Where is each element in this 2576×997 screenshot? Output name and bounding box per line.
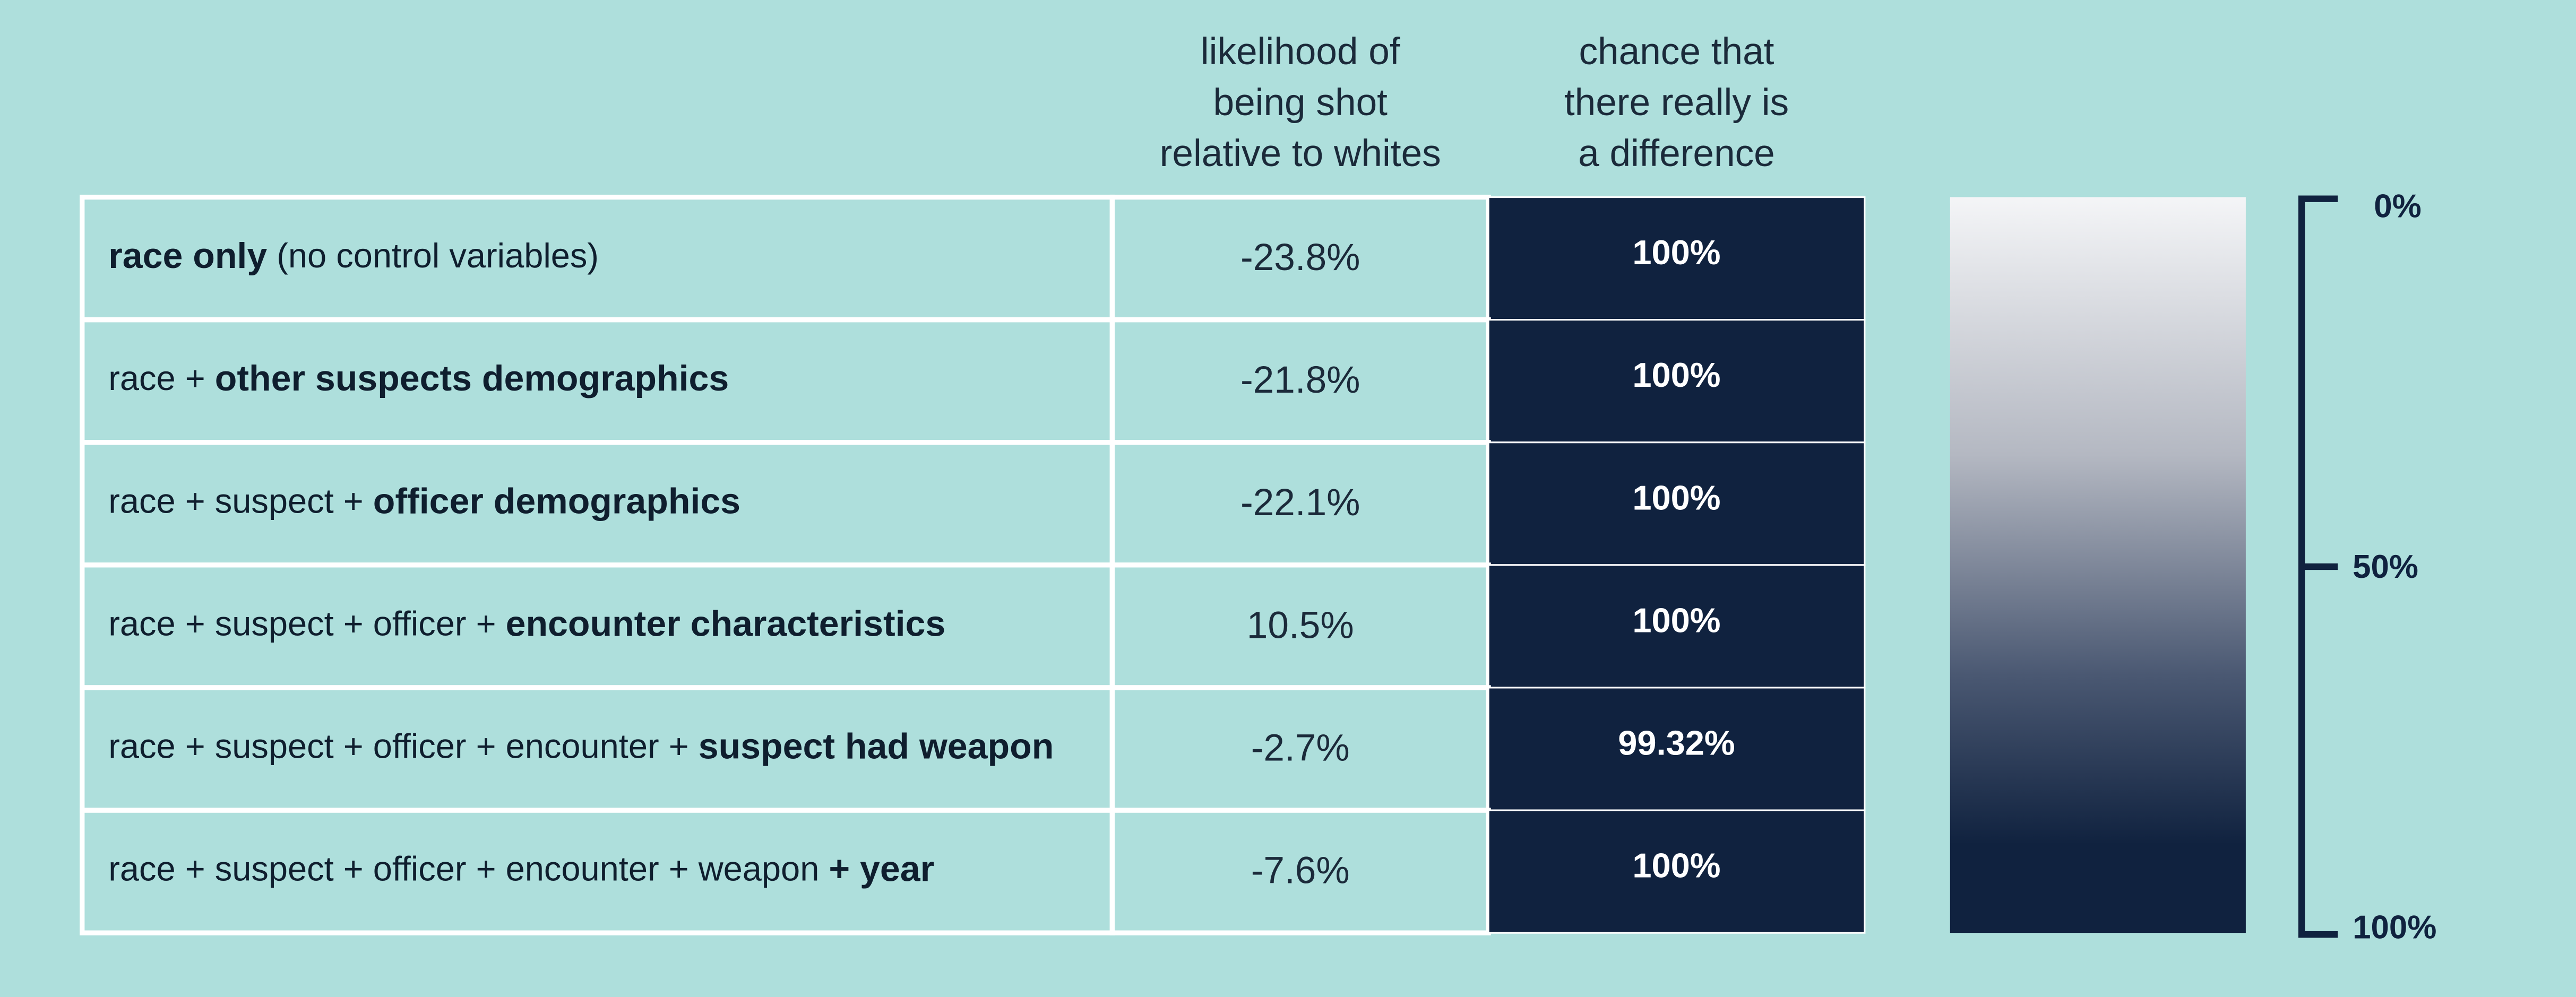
likelihood: -22.1% bbox=[1240, 482, 1360, 524]
column-header: there really is bbox=[1564, 82, 1789, 124]
column-header: being shot bbox=[1213, 82, 1388, 124]
row-label: race + suspect + officer + encounter + s… bbox=[108, 726, 1054, 766]
likelihood: -21.8% bbox=[1240, 359, 1360, 401]
chance: 99.32% bbox=[1618, 723, 1735, 762]
column-header: chance that bbox=[1579, 31, 1774, 73]
label-part: race + bbox=[108, 359, 214, 397]
chance: 100% bbox=[1632, 846, 1720, 885]
label-part: race + suspect + officer + bbox=[108, 604, 505, 643]
legend-tick-label: 0% bbox=[2374, 188, 2421, 225]
label-part: race only bbox=[108, 236, 267, 276]
legend-gradient bbox=[1950, 197, 2246, 933]
row-label: race only (no control variables) bbox=[108, 236, 599, 276]
label-part: race + suspect + bbox=[108, 481, 373, 520]
likelihood: -23.8% bbox=[1240, 237, 1360, 279]
likelihood: -2.7% bbox=[1251, 727, 1350, 769]
label-part: (no control variables) bbox=[267, 236, 599, 275]
column-header: relative to whites bbox=[1160, 133, 1441, 175]
label-part: race + suspect + officer + encounter + bbox=[108, 727, 698, 766]
label-part: race + suspect + officer + encounter + w… bbox=[108, 849, 829, 888]
label-part: other suspects demographics bbox=[215, 358, 729, 398]
row-label: race + suspect + officer + encounter + w… bbox=[108, 849, 934, 889]
chance: 100% bbox=[1632, 478, 1720, 517]
column-header: a difference bbox=[1578, 133, 1775, 175]
chance-cell bbox=[1487, 564, 1866, 689]
legend-tick-label: 100% bbox=[2353, 909, 2436, 946]
label-part: officer demographics bbox=[373, 481, 740, 521]
likelihood: -7.6% bbox=[1251, 849, 1350, 891]
chance-cell bbox=[1487, 809, 1866, 934]
likelihood: 10.5% bbox=[1247, 604, 1354, 646]
column-header: likelihood of bbox=[1201, 31, 1400, 73]
chance-cell bbox=[1487, 441, 1866, 566]
chance-cell bbox=[1487, 196, 1866, 321]
chance: 100% bbox=[1632, 601, 1720, 639]
label-part: suspect had weapon bbox=[699, 726, 1054, 766]
label-part: + year bbox=[829, 849, 934, 889]
chance: 100% bbox=[1632, 233, 1720, 272]
label-part: encounter characteristics bbox=[506, 603, 946, 644]
row-label: race + suspect + officer + encounter cha… bbox=[108, 603, 945, 644]
legend-tick-label: 50% bbox=[2353, 549, 2418, 585]
chance: 100% bbox=[1632, 356, 1720, 394]
row-label: race + suspect + officer demographics bbox=[108, 481, 740, 521]
chance-cell bbox=[1487, 687, 1866, 811]
legend-bracket bbox=[2298, 195, 2338, 938]
row-label: race + other suspects demographics bbox=[108, 358, 729, 398]
